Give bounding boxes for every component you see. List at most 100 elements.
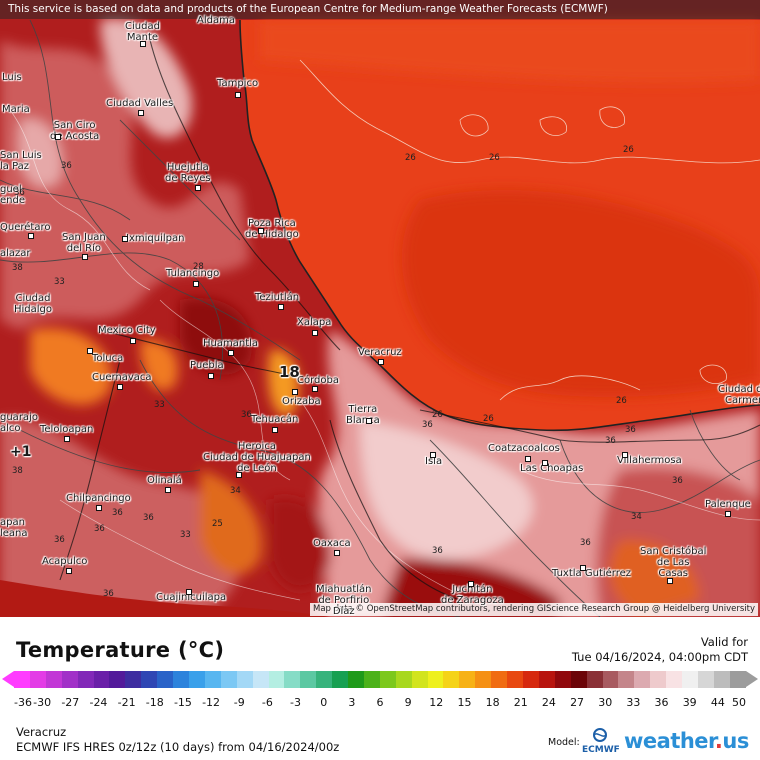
city-label: Xalapa <box>297 317 332 328</box>
weather-us-logo[interactable]: weather.us <box>624 729 749 753</box>
isoline-label: 33 <box>180 530 191 540</box>
isoline-label: 36 <box>61 161 72 171</box>
color-scale-tick: -12 <box>202 696 221 709</box>
city-marker <box>96 505 102 511</box>
isoline-label: 36 <box>54 535 65 545</box>
color-scale-tick: 0 <box>320 696 328 709</box>
color-scale-swatch <box>570 671 587 688</box>
map-attribution[interactable]: Map data © OpenStreetMap contributors, r… <box>310 603 758 616</box>
valid-time: Tue 04/16/2024, 04:00pm CDT <box>571 650 748 664</box>
isoline-label: 36 <box>14 188 25 198</box>
city-marker <box>312 330 318 336</box>
city-marker <box>140 41 146 47</box>
city-label: San Luis la Paz <box>0 150 42 172</box>
color-scale-swatch <box>300 671 317 688</box>
color-scale-tick: 50 <box>732 696 746 709</box>
city-marker <box>193 281 199 287</box>
color-scale-swatch <box>332 671 349 688</box>
color-scale-tick: 39 <box>682 696 697 709</box>
city-label: Tierra Blanca <box>346 404 380 426</box>
color-scale-tick: 12 <box>429 696 444 709</box>
city-marker <box>138 110 144 116</box>
color-scale-swatch <box>77 671 94 688</box>
city-label: Teloloapan <box>40 424 94 435</box>
isoline-label: 36 <box>112 508 123 518</box>
color-scale-swatch <box>427 671 444 688</box>
color-scale-swatch <box>45 671 62 688</box>
city-label: San Juan del Río <box>62 232 106 254</box>
color-scale-swatch <box>697 671 714 688</box>
city-label: Heroica Ciudad de Huajuapan de León <box>203 441 311 474</box>
region-name: Veracruz <box>16 725 67 739</box>
city-marker <box>122 236 128 242</box>
color-scale-swatch <box>125 671 142 688</box>
color-scale-swatch <box>363 671 380 688</box>
city-label: Mexico City <box>98 325 156 336</box>
city-marker <box>130 338 136 344</box>
city-label: guel ende <box>0 184 25 206</box>
city-label: Ciudad Mante <box>125 21 160 43</box>
isoline-label: 26 <box>623 145 634 155</box>
city-label: Miahuatlán de Porfirio Díaz <box>316 584 372 617</box>
city-label: Tampico <box>217 78 259 89</box>
city-label: Las Choapas <box>520 463 584 474</box>
city-label: Cuernavaca <box>92 372 152 383</box>
legend-panel <box>0 617 760 760</box>
color-scale-swatch <box>713 671 730 688</box>
city-label: Tuxtla Gutiérrez <box>552 568 632 579</box>
ecmwf-logo-icon <box>593 728 607 742</box>
city-label: Coatzacoalcos <box>488 443 560 454</box>
isoline-label: 26 <box>405 153 416 163</box>
color-scale-tick: 27 <box>570 696 585 709</box>
isoline-label: 26 <box>616 396 627 406</box>
city-marker <box>28 233 34 239</box>
city-marker <box>334 550 340 556</box>
city-label: Córdoba <box>297 375 339 386</box>
color-scale-swatch <box>109 671 126 688</box>
valid-label: Valid for <box>700 635 748 649</box>
city-marker <box>312 386 318 392</box>
temperature-marker: 18 <box>279 363 300 381</box>
brand-text: weather.us <box>624 729 749 753</box>
color-scale-tick: -15 <box>173 696 192 709</box>
city-label: apan leana <box>0 517 28 539</box>
city-marker <box>64 436 70 442</box>
city-label: alazar <box>0 248 31 259</box>
city-label: Orizaba <box>282 396 321 407</box>
color-scale-tick: -27 <box>61 696 80 709</box>
color-scale-swatch <box>316 671 333 688</box>
model-label: Model: <box>548 737 580 748</box>
color-scale-swatch <box>157 671 174 688</box>
color-scale-swatch <box>284 671 301 688</box>
isoline-label: 25 <box>212 519 223 529</box>
ecmwf-logo[interactable]: ECMWF <box>582 728 620 755</box>
isoline-label: 34 <box>230 486 241 496</box>
color-scale-swatch <box>538 671 555 688</box>
city-marker <box>208 373 214 379</box>
temperature-map[interactable] <box>0 0 760 617</box>
city-label: Poza Rica de Hidalgo <box>245 218 299 240</box>
color-scale-swatch <box>586 671 603 688</box>
model-description: ECMWF IFS HRES 0z/12z (10 days) from 04/… <box>16 740 340 754</box>
color-scale-swatch <box>459 671 476 688</box>
color-scale-tick: -6 <box>261 696 273 709</box>
color-scale-swatch <box>682 671 698 688</box>
city-label: Puebla <box>190 360 224 371</box>
color-scale-swatch <box>554 671 571 688</box>
isoline-label: 38 <box>12 466 23 476</box>
color-scale-swatch <box>173 671 189 688</box>
isoline-label: 26 <box>432 410 443 420</box>
city-marker <box>725 511 731 517</box>
city-marker <box>366 418 372 424</box>
isoline-label: 36 <box>143 513 154 523</box>
color-scale-swatch <box>379 671 396 688</box>
color-scale-tick: 44 <box>710 696 725 709</box>
city-marker <box>622 452 628 458</box>
city-marker <box>87 348 93 354</box>
color-scale-swatch <box>411 671 428 688</box>
scale-max-arrow <box>746 671 758 687</box>
city-label: Villahermosa <box>617 455 682 466</box>
color-scale-swatch <box>634 671 651 688</box>
city-label: Acapulco <box>42 556 88 567</box>
city-label: Ciudad Valles <box>106 98 174 109</box>
